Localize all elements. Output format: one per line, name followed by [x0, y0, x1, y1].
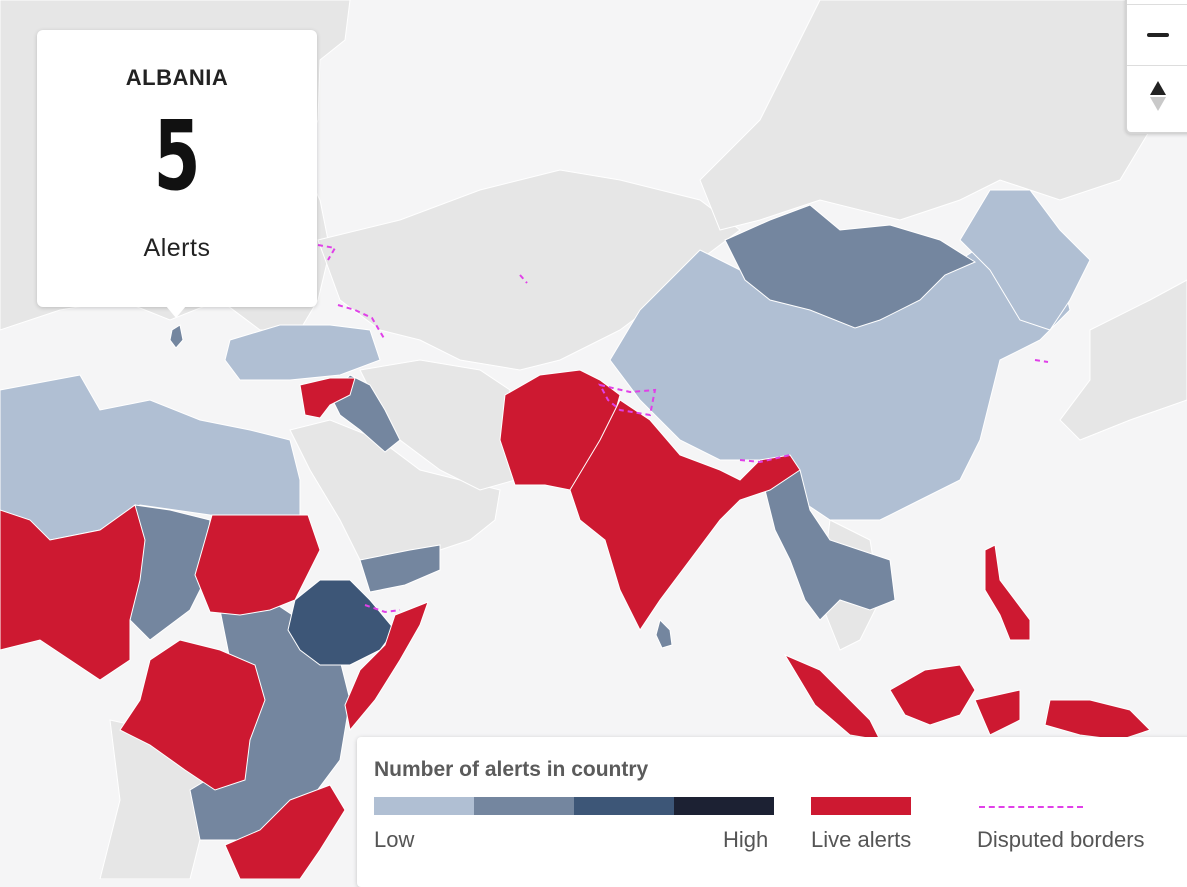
region-sri-lanka[interactable] — [655, 619, 673, 649]
tooltip-pointer — [166, 306, 186, 318]
tooltip-alert-count: 5 — [153, 100, 201, 212]
region-manchuria[interactable] — [959, 189, 1091, 331]
region-dr-congo[interactable] — [119, 639, 266, 791]
tooltip-country-name: ALBANIA — [125, 65, 229, 90]
region-indonesia[interactable] — [783, 653, 1151, 741]
legend-disputed-swatch — [979, 806, 1083, 808]
region-philippines[interactable] — [984, 544, 1031, 641]
south-arrow-icon — [1150, 97, 1166, 111]
legend-scale-step-4 — [674, 797, 774, 815]
legend-live-label: Live alerts — [811, 827, 912, 852]
region-somalia[interactable] — [344, 601, 429, 732]
legend-disputed-label: Disputed borders — [977, 827, 1145, 852]
legend-scale-step-3 — [574, 797, 674, 815]
region-sudan[interactable] — [194, 514, 321, 616]
disputed-borders — [317, 244, 1049, 614]
minus-icon — [1147, 33, 1169, 37]
north-arrow-icon — [1150, 81, 1166, 95]
legend-low-label: Low — [374, 827, 415, 852]
region-mongolia[interactable] — [724, 204, 977, 329]
reset-north-button[interactable] — [1127, 66, 1187, 126]
region-mozambique[interactable] — [224, 784, 346, 879]
tooltip-alert-unit: Alerts — [143, 234, 211, 262]
region-mainland-sea[interactable] — [759, 469, 896, 621]
legend-title: Number of alerts in country — [374, 758, 649, 781]
legend-high-label: High — [723, 827, 769, 852]
legend-scale-step-2 — [474, 797, 574, 815]
region-india[interactable] — [569, 399, 801, 631]
legend-live-swatch — [811, 797, 911, 815]
zoom-out-button[interactable] — [1127, 4, 1187, 66]
region-syria[interactable] — [299, 377, 356, 419]
region-yemen[interactable] — [359, 544, 441, 593]
region-russia-east[interactable] — [699, 0, 1151, 231]
region-west-africa[interactable] — [0, 504, 146, 681]
region-albania[interactable] — [169, 324, 184, 349]
legend-scale-step-1 — [374, 797, 474, 815]
map-legend: Number of alerts in country Low High Liv… — [357, 737, 1187, 887]
map-zoom-controls — [1125, 0, 1187, 134]
legend-color-scale — [374, 797, 774, 815]
region-japan[interactable] — [1059, 279, 1187, 441]
region-turkey[interactable] — [224, 324, 381, 381]
country-tooltip: ALBANIA 5 Alerts — [37, 30, 317, 307]
